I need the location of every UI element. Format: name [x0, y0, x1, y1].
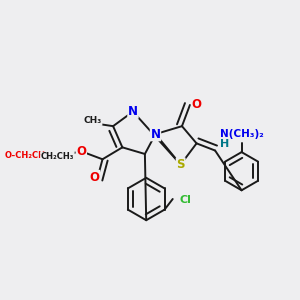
Text: S: S	[176, 158, 185, 171]
Text: Cl: Cl	[179, 195, 191, 205]
Text: N(CH₃)₂: N(CH₃)₂	[220, 129, 263, 139]
Text: O: O	[89, 170, 100, 184]
Text: N: N	[128, 105, 138, 118]
Text: CH₃: CH₃	[84, 116, 102, 125]
Text: H: H	[220, 139, 229, 149]
Text: N: N	[151, 128, 160, 141]
Text: O: O	[191, 98, 202, 112]
Text: CH₂CH₃: CH₂CH₃	[41, 152, 74, 161]
Text: O–CH₂CH₃: O–CH₂CH₃	[5, 151, 50, 160]
Text: O: O	[76, 145, 86, 158]
